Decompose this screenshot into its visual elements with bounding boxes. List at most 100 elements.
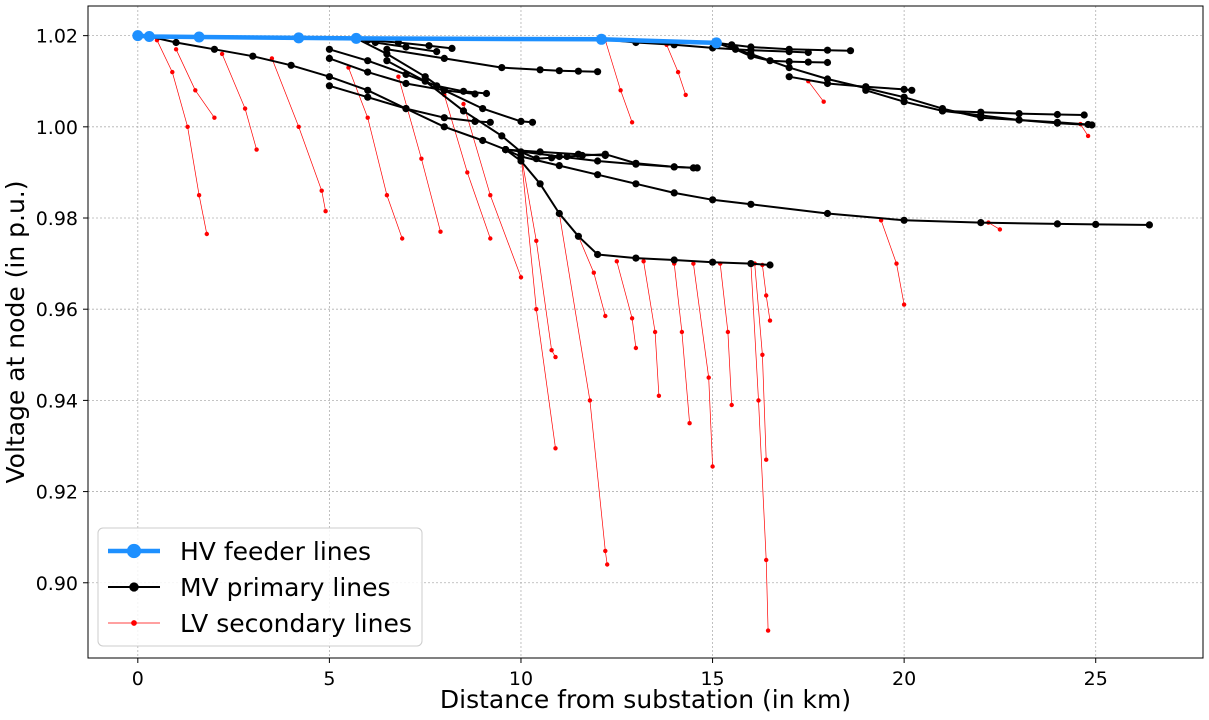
lv-node-point xyxy=(641,259,646,264)
lv-node-point xyxy=(821,99,826,104)
lv-node-point xyxy=(629,120,635,125)
lv-node-point xyxy=(725,329,731,335)
axis-ticks: 0 5 10 15 20 25 0.90 0.92 0.94 0.96 0.98 1.00 1.02 xyxy=(36,26,1108,690)
mv-node-point xyxy=(1088,121,1096,129)
mv-node-point xyxy=(364,93,372,101)
lv-series xyxy=(154,38,1091,633)
mv-node-point xyxy=(486,118,494,126)
mv-node-point xyxy=(555,162,563,170)
x-tick-label: 20 xyxy=(892,668,916,690)
lv-node-point xyxy=(997,227,1003,232)
x-tick-label: 25 xyxy=(1084,668,1108,690)
mv-node-point xyxy=(823,46,832,54)
mv-node-point xyxy=(440,86,448,94)
lv-node-point xyxy=(683,92,688,98)
lv-node-point xyxy=(396,74,401,79)
lv-line xyxy=(271,58,326,212)
lv-node-point xyxy=(193,88,198,93)
mv-node-point xyxy=(1145,221,1153,229)
mv-node-point xyxy=(574,232,583,240)
mv-node-point xyxy=(517,148,525,156)
mv-node-point xyxy=(325,73,333,81)
lv-node-point xyxy=(173,47,179,52)
y-tick-label: 0.94 xyxy=(36,390,78,412)
mv-node-point xyxy=(364,86,372,94)
mv-node-point xyxy=(1080,111,1088,119)
lv-node-point xyxy=(691,261,696,266)
mv-node-point xyxy=(977,219,985,227)
mv-node-point xyxy=(747,260,755,268)
mv-node-point xyxy=(785,64,793,72)
lv-line xyxy=(1080,123,1089,137)
lv-node-point xyxy=(618,88,623,93)
lv-node-point xyxy=(549,348,554,353)
lv-node-point xyxy=(765,628,771,633)
lv-node-point xyxy=(1085,133,1091,139)
lv-node-point xyxy=(591,270,596,275)
mv-node-point xyxy=(383,57,391,65)
lv-node-point xyxy=(319,188,324,193)
lv-node-point xyxy=(764,457,769,462)
mv-node-point xyxy=(433,48,441,56)
lv-node-point xyxy=(629,316,635,321)
mv-node-point xyxy=(536,148,544,156)
mv-node-point xyxy=(601,150,609,158)
mv-node-point xyxy=(498,132,506,140)
mv-node-point xyxy=(364,68,372,76)
mv-node-point xyxy=(747,50,755,58)
mv-node-point xyxy=(578,151,586,160)
mv-node-point xyxy=(555,209,563,218)
mv-node-point xyxy=(632,159,640,167)
lv-node-point xyxy=(419,156,424,161)
mv-node-point xyxy=(287,61,295,69)
lv-node-point xyxy=(605,562,610,567)
lv-node-point xyxy=(614,259,619,264)
mv-node-point xyxy=(1015,110,1023,118)
y-tick-label: 0.96 xyxy=(36,299,78,321)
hv-series xyxy=(132,30,722,49)
lv-node-point xyxy=(323,209,328,214)
mv-node-point xyxy=(709,196,717,204)
mv-node-point xyxy=(785,45,793,53)
mv-node-point xyxy=(528,118,537,126)
lv-node-point xyxy=(204,231,209,237)
mv-node-point xyxy=(938,107,947,115)
hv-node-point xyxy=(132,30,144,42)
x-tick-label: 5 xyxy=(323,668,335,690)
mv-node-point xyxy=(325,82,333,90)
mv-node-point xyxy=(747,43,755,51)
lv-node-point xyxy=(384,193,390,198)
lv-node-point xyxy=(465,170,470,175)
mv-node-point xyxy=(471,117,479,125)
lv-node-point xyxy=(212,115,217,120)
mv-node-point xyxy=(383,45,391,53)
hv-node-point xyxy=(595,33,607,45)
mv-node-point xyxy=(402,105,410,113)
lv-node-point xyxy=(656,393,662,398)
mv-node-point xyxy=(425,42,433,50)
y-tick-label: 0.92 xyxy=(36,482,78,504)
mv-node-point xyxy=(479,136,487,145)
legend-marker-swatch xyxy=(129,582,139,592)
lv-node-point xyxy=(296,124,301,129)
legend-marker-swatch xyxy=(126,543,142,559)
mv-node-point xyxy=(804,58,812,66)
mv-node-point xyxy=(632,254,640,262)
mv-node-point xyxy=(785,73,793,81)
lv-node-point xyxy=(170,69,175,75)
mv-node-point xyxy=(1015,116,1023,124)
mv-line xyxy=(505,148,1150,226)
lv-node-point xyxy=(438,229,443,234)
lv-node-point xyxy=(767,318,773,323)
lv-node-point xyxy=(764,557,769,563)
grid-lines xyxy=(88,6,1203,658)
mv-node-point xyxy=(479,105,487,113)
mv-node-point xyxy=(325,54,333,63)
mv-node-point xyxy=(823,209,832,218)
mv-node-point xyxy=(908,86,916,94)
legend-box xyxy=(97,527,423,647)
x-tick-label: 10 xyxy=(509,668,533,690)
mv-node-point xyxy=(249,52,257,60)
mv-node-point xyxy=(689,164,698,172)
